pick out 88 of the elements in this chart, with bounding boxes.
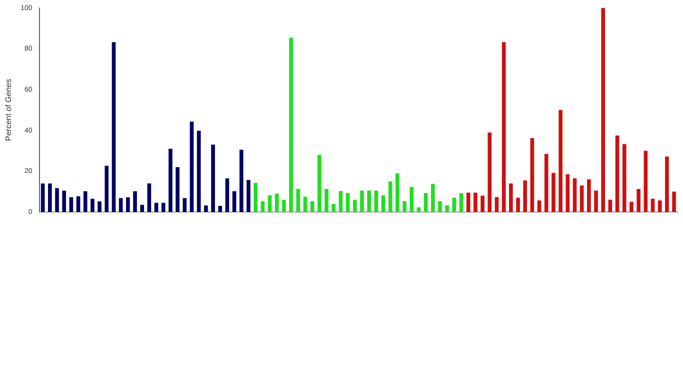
bar [112, 42, 116, 212]
bar [396, 173, 400, 212]
bar [239, 150, 244, 212]
bar [388, 181, 392, 212]
bar [594, 190, 598, 212]
bar [424, 193, 428, 212]
bar [502, 42, 506, 212]
bar [268, 195, 272, 212]
bar [346, 193, 350, 212]
bar [665, 156, 669, 212]
bar [459, 193, 464, 212]
bar [438, 201, 442, 212]
bar [558, 110, 562, 212]
bar [182, 198, 187, 212]
bar [552, 172, 556, 212]
bar [104, 166, 109, 212]
bar [176, 167, 180, 212]
bar [140, 204, 144, 212]
bar [672, 192, 676, 212]
bar [40, 183, 45, 212]
bar [133, 191, 137, 212]
bar [338, 190, 343, 212]
bar [204, 205, 208, 212]
bar [48, 183, 52, 212]
bar [622, 144, 626, 212]
bar [324, 188, 328, 212]
bar [494, 197, 499, 212]
bar [466, 192, 470, 212]
bar [289, 38, 293, 212]
bar [190, 122, 194, 212]
bar [225, 178, 230, 212]
bar [480, 196, 484, 212]
bar [601, 8, 606, 212]
bar [630, 202, 634, 212]
bar [254, 182, 258, 212]
bar [260, 201, 265, 212]
bar [587, 179, 591, 212]
bar [367, 190, 371, 212]
bar [55, 188, 59, 212]
bar [530, 138, 534, 212]
bar [218, 206, 222, 212]
bar [168, 148, 172, 212]
bar [636, 188, 640, 212]
bar [62, 190, 66, 212]
bar [658, 200, 662, 212]
bar [282, 200, 286, 212]
bar [430, 184, 435, 212]
bar [147, 183, 152, 212]
bar [118, 198, 123, 212]
bar [474, 192, 478, 212]
bar [402, 201, 406, 212]
bar [83, 191, 88, 212]
bar [303, 196, 308, 212]
bar [196, 130, 201, 212]
bar [516, 198, 520, 212]
bar [98, 201, 102, 212]
bar [310, 201, 314, 212]
bar [161, 202, 166, 212]
bar [296, 188, 300, 212]
bar [360, 190, 364, 212]
bar [274, 194, 279, 212]
bar [374, 190, 378, 212]
bar [232, 191, 236, 212]
bar [615, 136, 620, 212]
bar [544, 154, 548, 212]
bar [572, 178, 577, 212]
bar [523, 180, 528, 212]
bar [69, 197, 74, 212]
bar [445, 205, 449, 212]
bar [126, 197, 130, 212]
bar [488, 132, 492, 212]
bar [644, 150, 648, 212]
bar [650, 198, 655, 212]
bar [352, 200, 357, 212]
bar [410, 186, 414, 212]
y-axis-title: Percent of Genes [4, 78, 14, 142]
bar [246, 180, 250, 212]
bar [452, 198, 456, 212]
bar [211, 144, 215, 212]
bar [566, 174, 570, 212]
bar [76, 196, 80, 212]
bar [318, 154, 322, 212]
bar [580, 185, 584, 212]
bar [537, 200, 542, 212]
bar [90, 198, 94, 212]
bar [381, 195, 386, 212]
bar [332, 204, 336, 212]
bar [509, 183, 513, 212]
